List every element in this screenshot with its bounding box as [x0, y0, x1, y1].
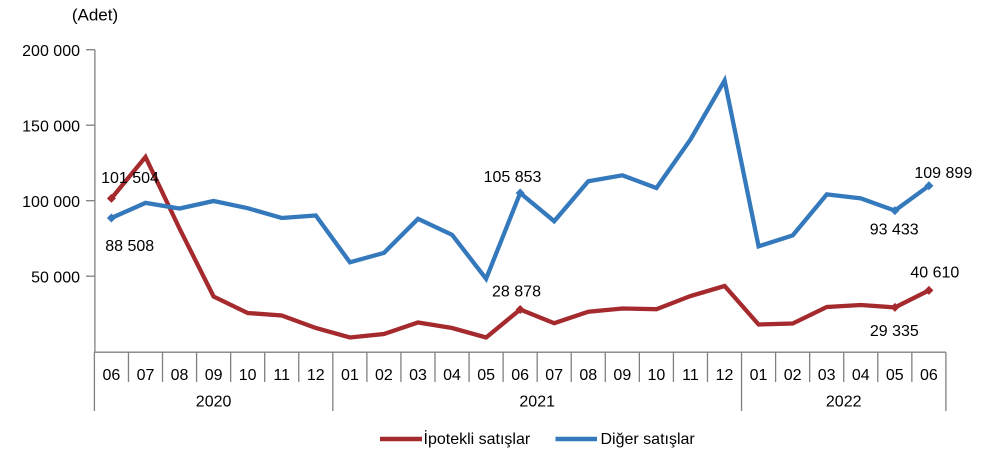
- svg-text:200 000: 200 000: [22, 43, 80, 60]
- svg-text:06: 06: [103, 367, 121, 384]
- svg-text:2022: 2022: [826, 394, 862, 411]
- svg-text:04: 04: [443, 367, 461, 384]
- svg-text:06: 06: [511, 367, 529, 384]
- svg-text:09: 09: [613, 367, 631, 384]
- svg-text:12: 12: [716, 367, 734, 384]
- svg-text:İpotekli satışlar: İpotekli satışlar: [424, 429, 531, 448]
- svg-text:01: 01: [341, 367, 359, 384]
- svg-text:2020: 2020: [196, 394, 232, 411]
- svg-text:08: 08: [171, 367, 189, 384]
- svg-text:04: 04: [852, 367, 870, 384]
- svg-text:150 000: 150 000: [22, 118, 80, 135]
- svg-text:02: 02: [784, 367, 802, 384]
- svg-text:02: 02: [375, 367, 393, 384]
- svg-text:40 610: 40 610: [910, 265, 959, 282]
- svg-text:05: 05: [477, 367, 495, 384]
- svg-text:(Adet): (Adet): [72, 6, 118, 25]
- svg-text:08: 08: [579, 367, 597, 384]
- svg-text:11: 11: [273, 367, 290, 384]
- svg-text:10: 10: [239, 367, 257, 384]
- svg-text:10: 10: [647, 367, 665, 384]
- svg-text:07: 07: [137, 367, 155, 384]
- svg-text:28 878: 28 878: [492, 284, 541, 301]
- svg-text:50 000: 50 000: [31, 269, 80, 286]
- svg-text:05: 05: [886, 367, 904, 384]
- svg-text:2021: 2021: [519, 394, 555, 411]
- svg-text:03: 03: [818, 367, 836, 384]
- svg-text:09: 09: [205, 367, 223, 384]
- svg-text:101 504: 101 504: [101, 170, 159, 187]
- svg-text:29 335: 29 335: [870, 323, 919, 340]
- svg-text:Diğer satışlar: Diğer satışlar: [601, 431, 696, 448]
- svg-text:109 899: 109 899: [914, 165, 972, 182]
- svg-text:105 853: 105 853: [484, 169, 542, 186]
- svg-text:01: 01: [750, 367, 768, 384]
- svg-text:100 000: 100 000: [22, 194, 80, 211]
- svg-text:03: 03: [409, 367, 427, 384]
- svg-text:07: 07: [545, 367, 563, 384]
- svg-text:11: 11: [682, 367, 699, 384]
- svg-text:93 433: 93 433: [870, 222, 919, 239]
- svg-text:12: 12: [307, 367, 325, 384]
- svg-text:06: 06: [920, 367, 938, 384]
- svg-text:88 508: 88 508: [105, 238, 154, 255]
